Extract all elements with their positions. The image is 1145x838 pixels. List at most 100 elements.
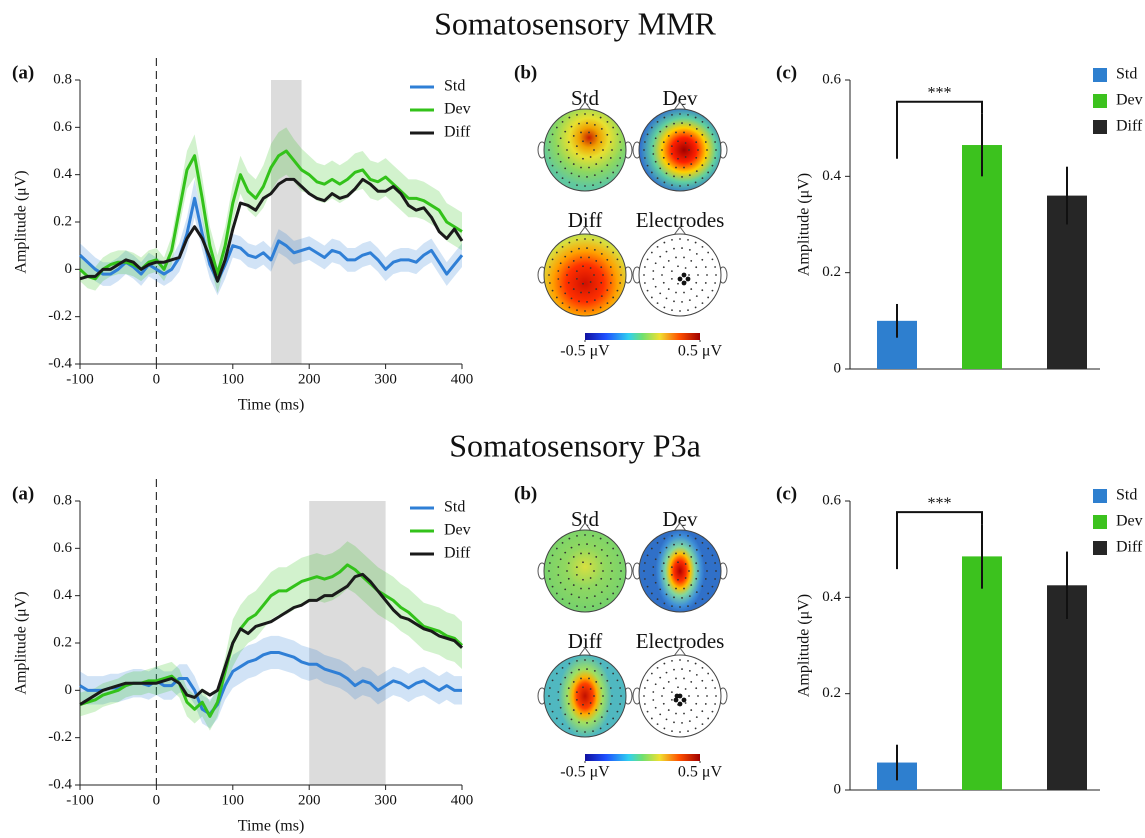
- electrode: [595, 288, 598, 290]
- electrode: [567, 702, 570, 705]
- electrode: [714, 703, 716, 705]
- electrode: [602, 570, 604, 572]
- electrode: [609, 687, 612, 689]
- electrode: [575, 691, 578, 693]
- electrode: [600, 673, 603, 676]
- electrode: [557, 566, 560, 568]
- electrode: [619, 562, 621, 564]
- electrode: [586, 301, 588, 303]
- electrode: [619, 282, 621, 284]
- electrode: [595, 584, 598, 586]
- electrode: [549, 562, 551, 564]
- electrode: [683, 131, 685, 134]
- x-tick-label: 300: [374, 371, 397, 387]
- panel-label: (c): [776, 483, 797, 504]
- error-band: [80, 179, 462, 296]
- electrode: [684, 577, 687, 579]
- electrode: [600, 295, 603, 298]
- electrode: [677, 561, 679, 564]
- electrode: [671, 605, 673, 607]
- electrode: [646, 133, 649, 136]
- electrode: [694, 727, 697, 730]
- colorbar-label: -0.5 μV: [560, 343, 610, 360]
- selected-electrode: [681, 280, 687, 286]
- electrode: [673, 175, 675, 178]
- electrode: [609, 141, 612, 143]
- electrode: [588, 677, 590, 680]
- electrode: [600, 266, 603, 269]
- electrode: [555, 717, 558, 720]
- electrode: [606, 258, 609, 261]
- electrode: [697, 570, 699, 572]
- electrode: [695, 548, 698, 551]
- electrode: [609, 266, 612, 268]
- electrode: [663, 537, 666, 540]
- electrode: [584, 731, 586, 733]
- electrode: [659, 167, 662, 170]
- legend-label: Std: [1116, 66, 1137, 83]
- electrode: [701, 302, 704, 305]
- electrode: [684, 267, 687, 269]
- electrode: [690, 135, 693, 137]
- electrode: [578, 122, 580, 125]
- electrode: [551, 679, 554, 682]
- electrode: [711, 133, 714, 136]
- electrode: [688, 274, 690, 276]
- electrode: [609, 562, 612, 564]
- y-tick-label: 0.6: [822, 71, 841, 87]
- electrode: [564, 167, 567, 170]
- electrode: [643, 149, 645, 151]
- electrode: [609, 703, 612, 705]
- legend-swatch: [1093, 94, 1107, 108]
- electrode: [593, 595, 596, 598]
- electrode: [675, 291, 677, 294]
- electrode: [652, 270, 655, 272]
- y-tick-label: 0.4: [822, 589, 841, 605]
- electrode: [707, 171, 710, 174]
- electrode: [690, 709, 693, 711]
- electrode: [588, 587, 590, 590]
- electrode: [704, 562, 707, 564]
- bar: [962, 556, 1002, 790]
- legend-swatch: [1093, 489, 1107, 503]
- electrode: [606, 289, 609, 292]
- y-tick-label: 0.4: [53, 587, 72, 603]
- electrode: [714, 141, 716, 143]
- electrode: [586, 543, 588, 545]
- electrode: [606, 723, 609, 726]
- electrode: [606, 302, 609, 305]
- electrode: [650, 672, 653, 675]
- electrode: [644, 282, 646, 284]
- electrode: [675, 552, 677, 555]
- electrode: [568, 241, 571, 244]
- electrode: [661, 695, 663, 697]
- electrode: [586, 722, 588, 724]
- electrode: [589, 142, 592, 144]
- electrode: [559, 706, 562, 709]
- electrode: [662, 266, 665, 269]
- electrode: [683, 712, 685, 715]
- electrode: [704, 266, 707, 268]
- selected-electrode: [677, 276, 683, 282]
- electrode: [663, 181, 666, 184]
- electrode: [602, 274, 604, 276]
- electrode: [681, 543, 683, 545]
- electrode: [697, 149, 699, 151]
- electrode: [566, 149, 568, 151]
- colorbar-label: 0.5 μV: [678, 343, 723, 360]
- x-tick-label: 400: [451, 792, 474, 808]
- electrode: [557, 270, 560, 272]
- y-axis-label: Amplitude (μV): [13, 591, 30, 694]
- electrode: [616, 585, 619, 588]
- electrode: [644, 141, 646, 143]
- electrode: [584, 113, 586, 115]
- electrode: [650, 296, 653, 299]
- electrode: [568, 306, 571, 309]
- electrode: [557, 574, 560, 576]
- electrode: [701, 554, 704, 557]
- electrode: [694, 181, 697, 184]
- electrode: [662, 281, 665, 284]
- electrode: [578, 175, 580, 178]
- electrode: [570, 593, 573, 596]
- electrode: [681, 722, 683, 724]
